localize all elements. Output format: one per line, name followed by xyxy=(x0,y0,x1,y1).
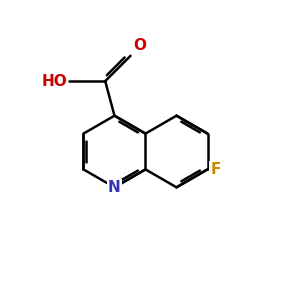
Text: O: O xyxy=(133,38,146,53)
Text: F: F xyxy=(210,162,221,177)
Text: N: N xyxy=(108,180,121,195)
Text: HO: HO xyxy=(41,74,67,88)
